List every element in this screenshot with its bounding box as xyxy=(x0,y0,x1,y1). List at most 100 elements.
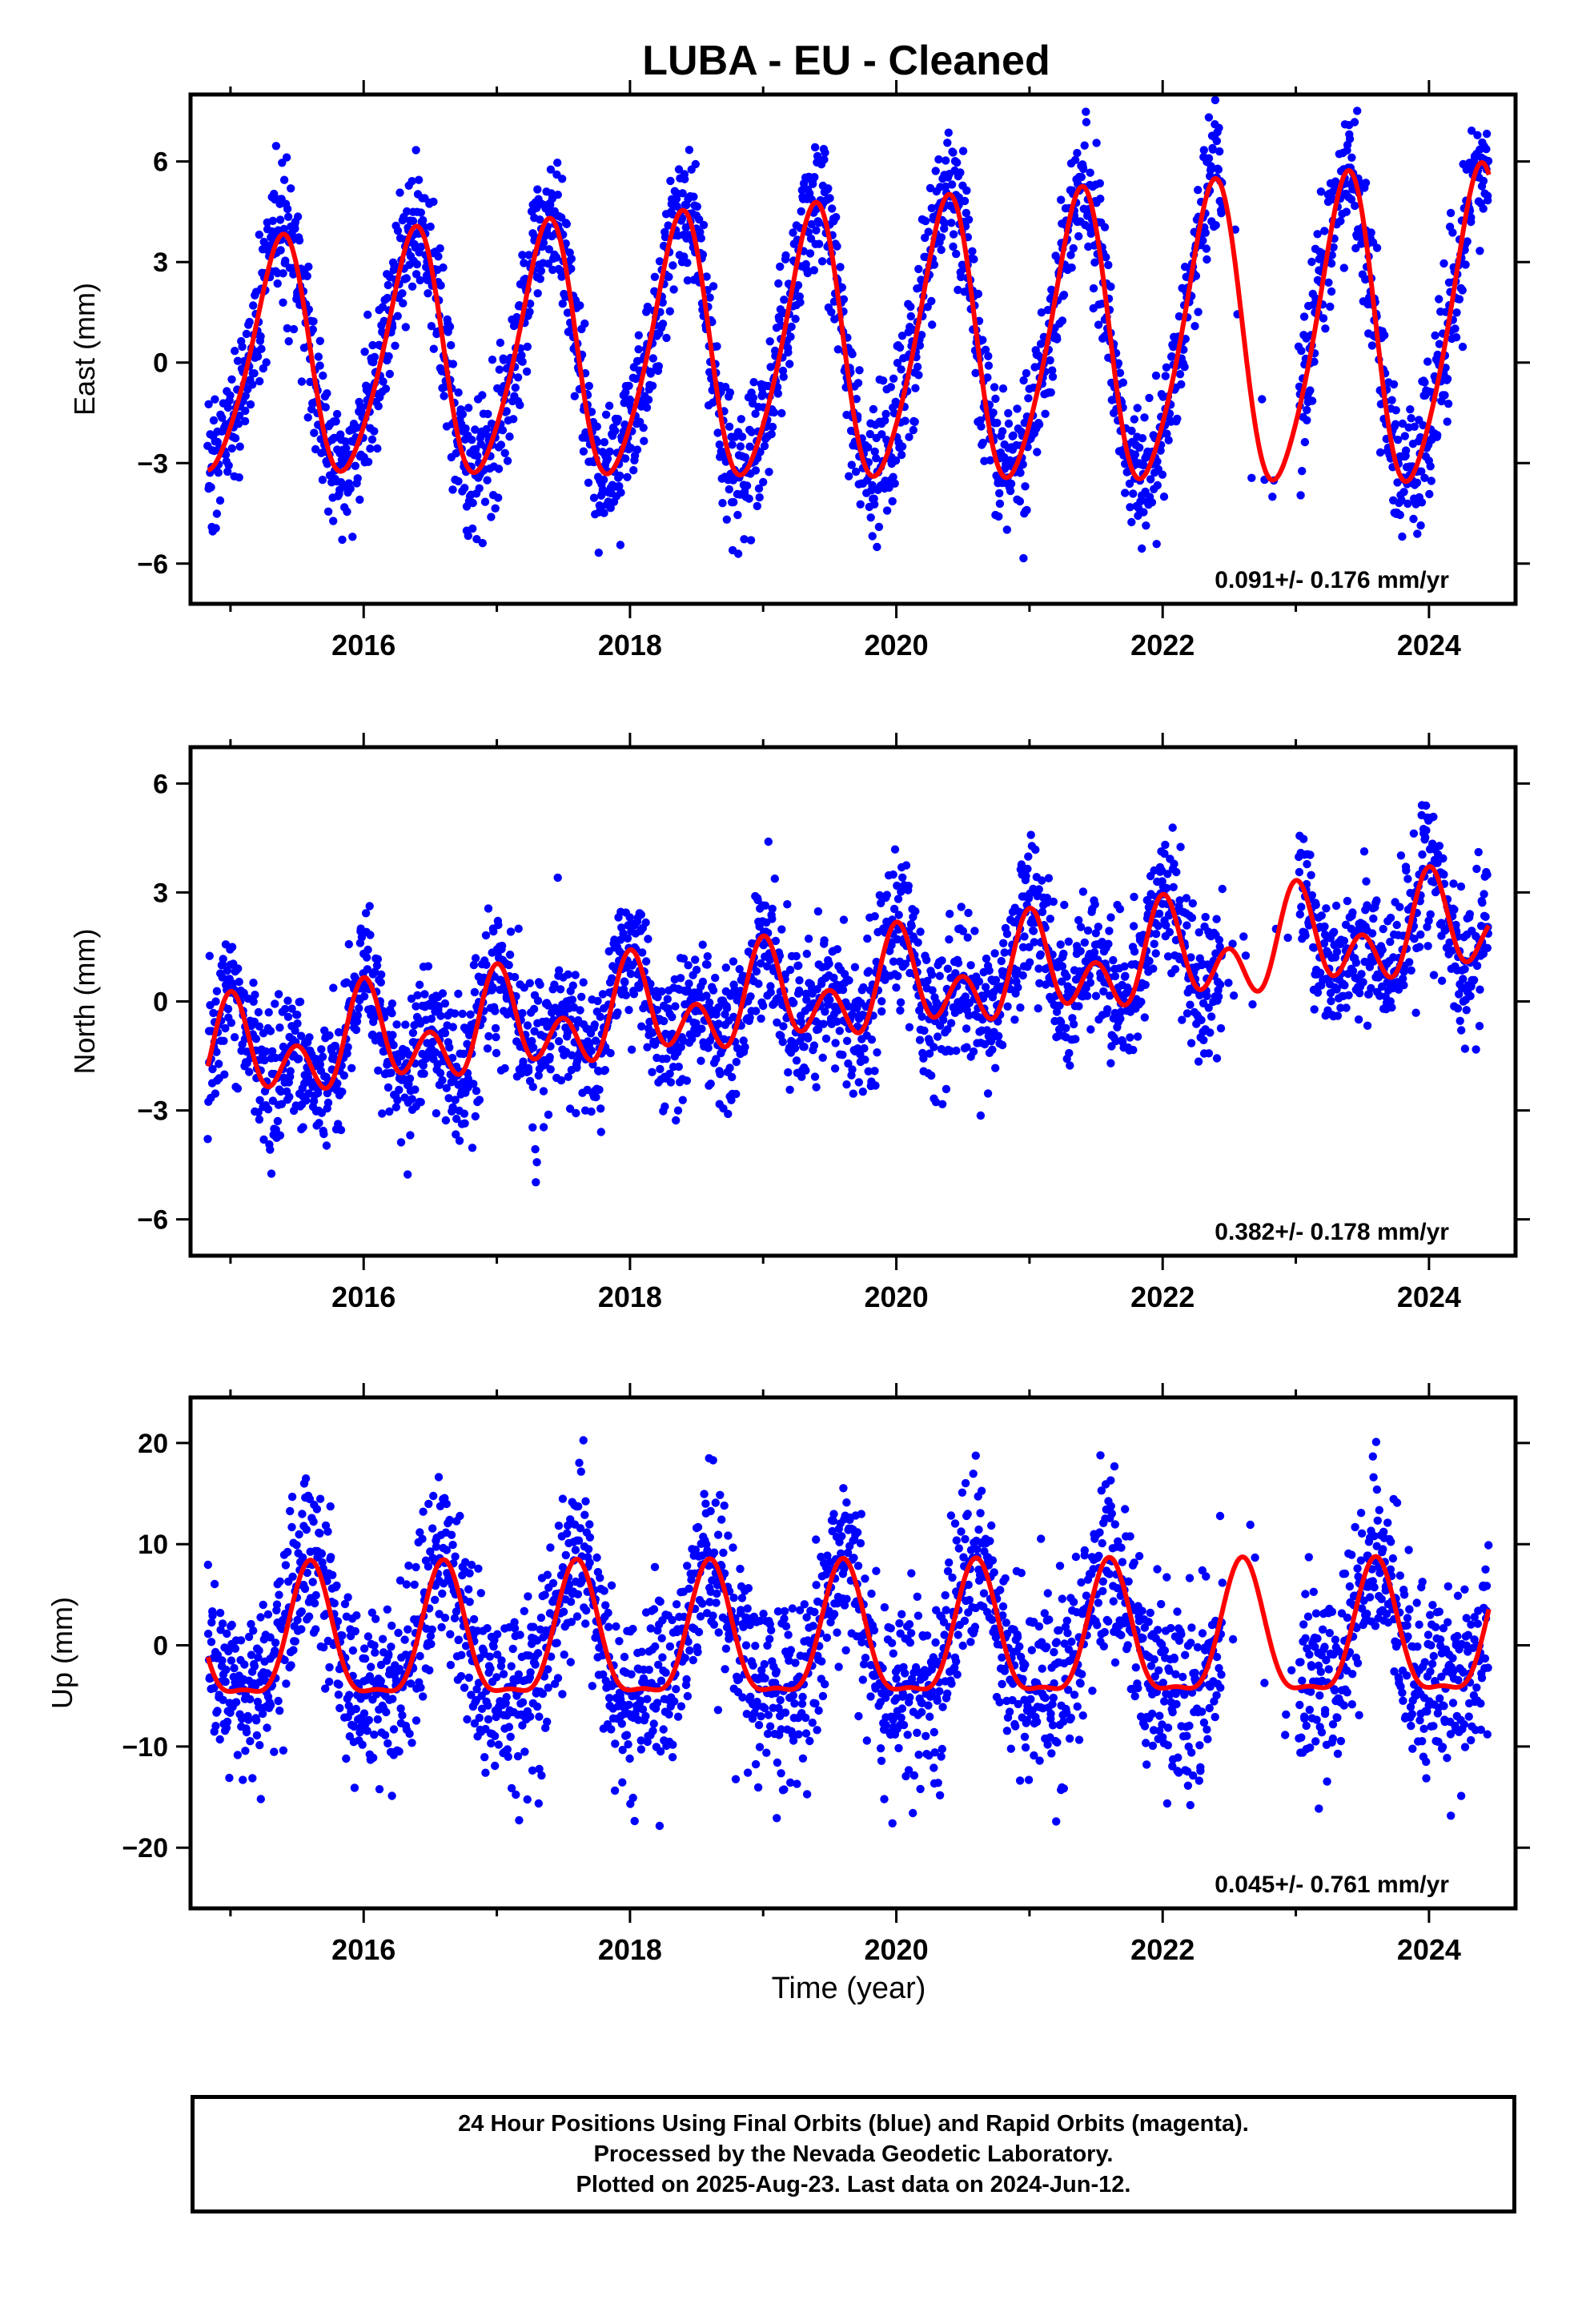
north-point xyxy=(625,913,634,922)
east-point xyxy=(468,436,476,444)
north-point xyxy=(766,982,775,991)
north-point xyxy=(219,955,227,963)
east-point xyxy=(718,499,727,508)
east-point xyxy=(888,497,897,506)
north-point xyxy=(913,938,922,947)
north-point xyxy=(668,1012,677,1022)
east-points xyxy=(203,95,1493,563)
north-point xyxy=(1022,871,1030,881)
east-point xyxy=(279,175,289,184)
east-point xyxy=(458,410,468,419)
east-point xyxy=(784,348,793,357)
east-point xyxy=(725,388,735,397)
east-point xyxy=(978,438,988,448)
north-point xyxy=(770,875,779,883)
east-point xyxy=(1041,409,1050,418)
east-point xyxy=(255,230,263,239)
north-point xyxy=(1422,801,1431,810)
east-point xyxy=(1138,434,1147,443)
east-point xyxy=(820,155,829,164)
north-point xyxy=(263,1105,273,1114)
north-point xyxy=(779,1022,788,1031)
north-point xyxy=(648,1068,656,1077)
north-point xyxy=(764,837,773,846)
north-point xyxy=(1168,823,1177,832)
north-point xyxy=(1161,840,1170,850)
north-point xyxy=(1062,972,1071,981)
north-point xyxy=(1137,997,1146,1007)
east-point xyxy=(613,415,623,424)
north-point xyxy=(1297,903,1306,911)
north-point xyxy=(352,1017,362,1026)
east-point xyxy=(235,442,244,451)
north-point xyxy=(405,1074,415,1084)
east-point xyxy=(616,471,624,480)
east-point xyxy=(1106,282,1115,292)
east-point xyxy=(472,535,481,544)
north-point xyxy=(254,1108,263,1117)
east-point xyxy=(983,373,992,382)
north-point xyxy=(1199,1035,1208,1045)
east-point xyxy=(1033,448,1042,456)
north-point xyxy=(230,1033,239,1042)
east-point xyxy=(468,524,477,533)
north-point xyxy=(1333,1011,1343,1020)
east-point xyxy=(685,146,694,155)
east-point xyxy=(1458,286,1467,295)
north-point xyxy=(821,1034,831,1043)
north-point xyxy=(711,973,720,983)
north-point xyxy=(205,951,214,960)
north-point xyxy=(1182,894,1191,903)
east-point xyxy=(915,341,925,350)
north-point xyxy=(317,1045,326,1054)
east-point xyxy=(1473,131,1482,139)
north-point xyxy=(385,1107,394,1116)
east-point xyxy=(558,175,567,183)
east-point xyxy=(868,480,877,490)
north-point xyxy=(1206,1028,1215,1037)
north-point xyxy=(660,1016,669,1026)
east-point xyxy=(990,383,999,392)
east-point xyxy=(563,308,572,317)
north-point xyxy=(1035,979,1044,988)
east-point xyxy=(1069,243,1078,253)
east-point xyxy=(1048,366,1057,375)
east-point xyxy=(1443,375,1452,384)
north-point xyxy=(1399,974,1407,983)
north-point xyxy=(361,909,371,918)
north-point xyxy=(1429,971,1439,979)
north-point xyxy=(1215,943,1224,951)
east-point xyxy=(1034,420,1044,429)
north-point xyxy=(1187,913,1197,923)
north-point xyxy=(766,987,775,997)
north-point xyxy=(484,1031,493,1041)
north-point xyxy=(889,957,898,966)
east-point xyxy=(209,416,219,425)
east-point xyxy=(601,410,611,419)
east-point xyxy=(1339,263,1349,272)
east-point xyxy=(1043,305,1053,315)
east-point xyxy=(949,148,958,157)
east-point xyxy=(780,296,789,304)
north-point xyxy=(520,983,528,992)
north-point xyxy=(267,1169,276,1178)
east-point xyxy=(262,358,271,367)
north-point xyxy=(732,1057,741,1067)
east-point xyxy=(1380,331,1389,340)
east-point xyxy=(454,388,463,397)
east-point xyxy=(941,182,950,191)
east-point xyxy=(518,357,527,366)
north-point xyxy=(404,1170,412,1179)
north-point xyxy=(882,891,892,899)
north-point xyxy=(1405,958,1414,967)
north-point xyxy=(1026,830,1035,839)
north-point xyxy=(991,975,1001,985)
east-point xyxy=(255,376,264,386)
north-point xyxy=(455,1136,464,1145)
north-point xyxy=(771,936,781,946)
east-point xyxy=(1199,236,1207,245)
north-point xyxy=(919,1054,928,1063)
east-point xyxy=(496,338,505,348)
east-point xyxy=(284,337,293,346)
north-point xyxy=(1020,932,1029,941)
